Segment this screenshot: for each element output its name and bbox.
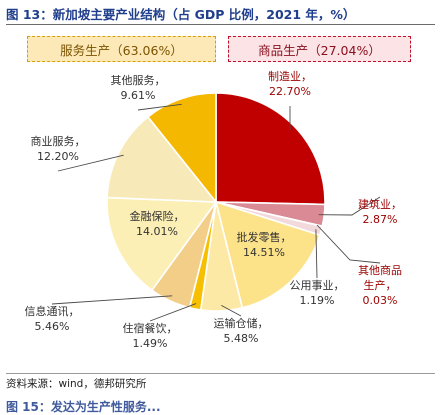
pie-slices [106,92,326,312]
pie-slice [106,196,218,292]
service-group-box: 服务生产（63.06%） [27,36,216,62]
slice-label: 其他服务， 9.61% [111,74,166,102]
leader-line [316,224,381,264]
slice-label-line: 建筑业， [358,197,402,211]
service-group-label: 服务生产（63.06%） [60,42,183,58]
pie-slice [214,200,321,309]
leader-line [315,229,318,279]
slice-label: 住宿餐饮， 1.49% [123,321,178,350]
leader-lines [51,103,381,322]
slice-label-line: 运输仓储， [214,316,269,330]
slice-label: 商业服务， 12.20% [31,134,86,163]
leader-line [318,196,381,216]
slice-label-line: 公用事业， [290,279,345,292]
source-note: 资料来源：wind，德邦研究所 [6,378,147,390]
slice-label: 公用事业， 1.19% [290,279,345,307]
slice-label: 批发零售， 14.51% [237,230,292,259]
slice-label-line: 其他服务， [111,74,166,87]
slice-label: 其他商品生产， 0.03% [358,263,402,307]
slice-label-line: 住宿餐饮， [123,321,178,335]
leader-line [221,305,242,317]
slice-label-line: 9.61% [121,89,156,102]
slice-label-line: 5.48% [224,332,259,345]
pie-chart: 制造业， 22.70% 建筑业， 2.87% 其他商品生产， 0.03% 公用事业， 1.19… [25,69,403,350]
slice-label-line: 14.01% [136,225,178,238]
slice-label-line: 其他商品 [358,263,402,277]
source-divider [6,373,435,374]
slice-label-line: 生产， [364,278,397,292]
pie-slice [146,92,217,205]
slice-label: 金融保险， 14.01% [130,209,185,238]
leader-line [51,295,173,305]
slice-label: 建筑业， 2.87% [358,197,402,226]
slice-label-line: 制造业， [268,69,312,83]
figure-title: 图 13：新加坡主要产业结构（占 GDP 比例，2021 年，%） [6,7,356,22]
next-figure-caption: 图 15：发达为生产性服务... [6,400,161,414]
slice-label-line: 1.19% [300,294,335,307]
slice-label-line: 5.46% [35,320,70,333]
product-group-label: 商品生产（27.04%） [258,42,381,58]
slice-labels: 制造业， 22.70% 建筑业， 2.87% 其他商品生产， 0.03% 公用事业， 1.19… [25,69,403,350]
slice-label-line: 0.03% [363,294,398,307]
leader-line [137,103,182,111]
slice-label-line: 22.70% [269,85,311,98]
slice-label-line: 金融保险， [130,209,185,223]
slice-label: 信息通讯， 5.46% [25,304,80,333]
slice-label-line: 批发零售， [237,230,292,244]
slice-label-line: 12.20% [37,150,79,163]
title-divider [6,24,435,25]
slice-label-line: 信息通讯， [25,304,80,318]
leader-line [57,154,124,172]
slice-label: 制造业， 22.70% [268,69,312,98]
slice-label-line: 2.87% [363,213,398,226]
product-group-box: 商品生产（27.04%） [228,36,411,62]
slice-label-line: 1.49% [133,337,168,350]
leader-line [149,303,197,322]
pie-slice [106,115,218,203]
pie-slice [215,92,326,206]
slice-label-line: 14.51% [243,246,285,259]
slice-label-line: 商业服务， [31,134,86,148]
slice-label: 运输仓储， 5.48% [214,316,269,345]
